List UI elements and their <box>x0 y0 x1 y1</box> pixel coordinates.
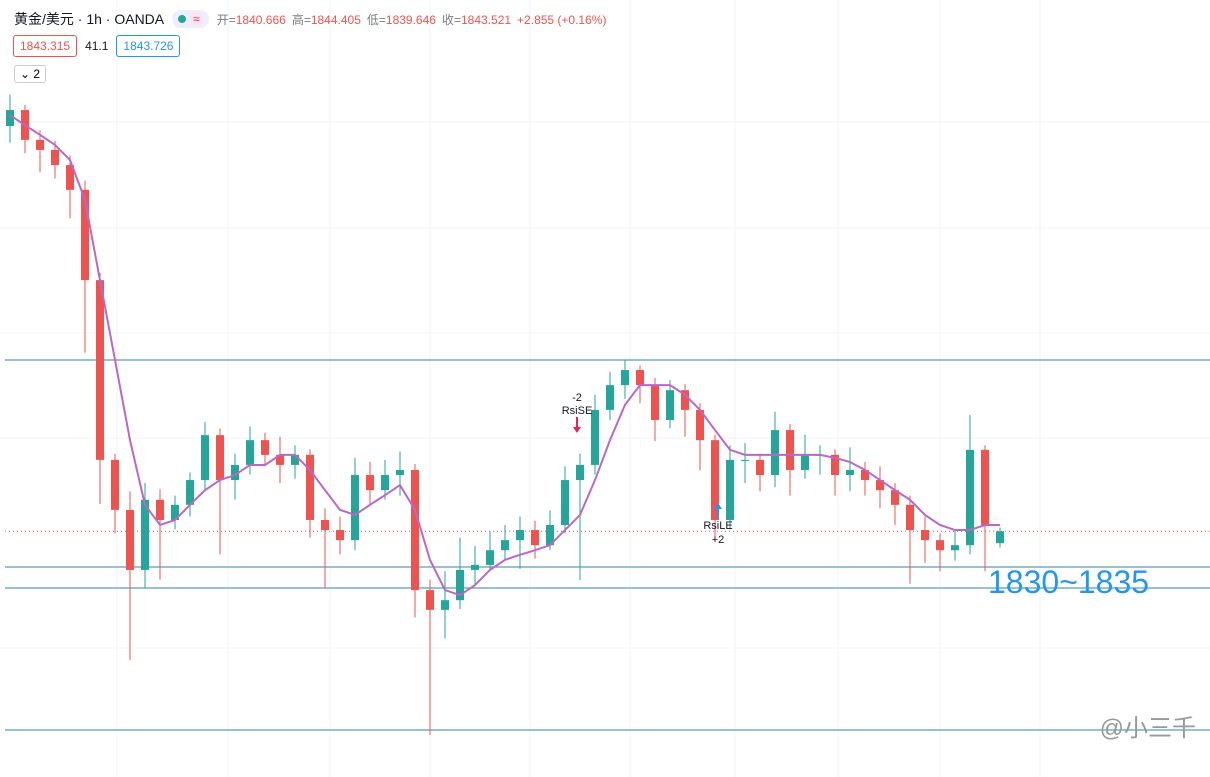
candle-body <box>51 149 59 166</box>
candle-body <box>36 139 44 150</box>
candle-body <box>936 540 944 551</box>
signal-arrow <box>714 503 722 518</box>
candle-body <box>786 430 794 470</box>
ohlc-label: 开= <box>216 12 236 27</box>
bid[interactable]: 1843.315 <box>13 35 78 57</box>
candle-body <box>381 475 389 491</box>
candle-body <box>756 459 764 476</box>
candle-body <box>246 440 254 465</box>
candle-body <box>681 390 689 410</box>
candle-body <box>156 499 164 520</box>
candle-body <box>366 475 374 491</box>
candle-body <box>186 480 194 505</box>
candle-body <box>546 525 554 546</box>
candle-body <box>6 110 14 126</box>
signal-qty: -2 <box>572 392 582 404</box>
quote-row: 1843.315 41.1 1843.726 <box>13 35 181 57</box>
candle-body <box>426 590 434 610</box>
signal-qty: +2 <box>712 534 725 546</box>
candle-body <box>81 189 89 281</box>
candle-body <box>171 504 179 520</box>
candle-body <box>771 430 779 476</box>
ohlc-value: 1840.666 <box>235 12 286 27</box>
ohlc-value: 1843.521 <box>460 12 512 27</box>
symbol: 黄金/美元 · 1h · OANDA <box>14 11 165 27</box>
signal-label: RsiSE <box>562 405 593 417</box>
moving-average <box>9 114 1000 597</box>
candle-body <box>711 440 719 520</box>
candle-body <box>636 370 644 386</box>
candle-body <box>441 600 449 610</box>
candle-body <box>111 459 119 510</box>
ask[interactable]: 1843.726 <box>116 35 181 57</box>
ohlc-label: 低= <box>366 12 386 27</box>
candle-body <box>411 469 419 591</box>
candle-body <box>531 530 539 546</box>
change: +2.855 (+0.16%) <box>517 12 607 27</box>
ohlc-label: 高= <box>291 12 311 27</box>
status-icon: ≈ <box>190 12 203 26</box>
status: ≈ <box>172 10 209 28</box>
candle-body <box>291 454 299 465</box>
watermark: @小三千 <box>1099 715 1196 742</box>
candle-body <box>351 475 359 541</box>
candle-body <box>621 370 629 386</box>
candle-body <box>591 409 599 465</box>
candle-body <box>891 490 899 505</box>
ohlc: 开=1840.666 高=1844.405 低=1839.646 收=1843.521… <box>217 11 613 28</box>
candle-body <box>501 540 509 551</box>
candle-body <box>951 545 959 551</box>
candle-body <box>486 550 494 565</box>
candle-body <box>861 469 869 481</box>
candle-body <box>456 569 464 601</box>
candle-body <box>306 454 314 520</box>
candle-body <box>696 409 704 441</box>
candle-body <box>921 530 929 541</box>
candle-body <box>741 459 749 461</box>
candle-body <box>801 454 809 470</box>
signal-arrow <box>573 417 581 433</box>
candle-body <box>726 459 734 520</box>
header: 黄金/美元 · 1h · OANDA ≈ 开=1840.666 高=1844.40… <box>14 9 612 29</box>
ohlc-value: 1844.405 <box>310 12 361 27</box>
candle-body <box>126 509 134 570</box>
candle-body <box>231 464 239 481</box>
ohlc-value: 1839.646 <box>385 12 436 27</box>
signal-label: RsiLE <box>703 520 732 532</box>
candle-body <box>471 564 479 570</box>
candle-body <box>141 499 149 570</box>
status-dot <box>178 15 187 23</box>
candle-body <box>651 385 659 420</box>
candle-body <box>966 449 974 546</box>
candle-body <box>606 385 614 410</box>
candle-body <box>201 435 209 481</box>
candle-body <box>666 390 674 420</box>
range-label: 1830~1835 <box>988 564 1149 600</box>
candle-body <box>906 504 914 531</box>
candle-body <box>516 530 524 541</box>
candle-body <box>336 530 344 541</box>
candle-body <box>576 464 584 481</box>
toggle-count: 2 <box>33 67 41 81</box>
candle-body <box>321 519 329 531</box>
candle-body <box>831 454 839 476</box>
candle-body <box>996 531 1004 544</box>
candle-body <box>216 435 224 481</box>
candle-body <box>846 469 854 476</box>
candle-body <box>261 440 269 455</box>
candle-body <box>981 449 989 525</box>
ohlc-label: 收= <box>441 12 461 27</box>
candle-body <box>96 280 104 460</box>
indicator-toggle[interactable]: ⌄ 2 <box>14 65 47 83</box>
candle-body <box>396 469 404 476</box>
candle-body <box>876 480 884 491</box>
candle-body <box>276 454 284 465</box>
candle-body <box>66 165 74 190</box>
spread: 41.1 <box>85 39 109 53</box>
candle-body <box>561 480 569 525</box>
